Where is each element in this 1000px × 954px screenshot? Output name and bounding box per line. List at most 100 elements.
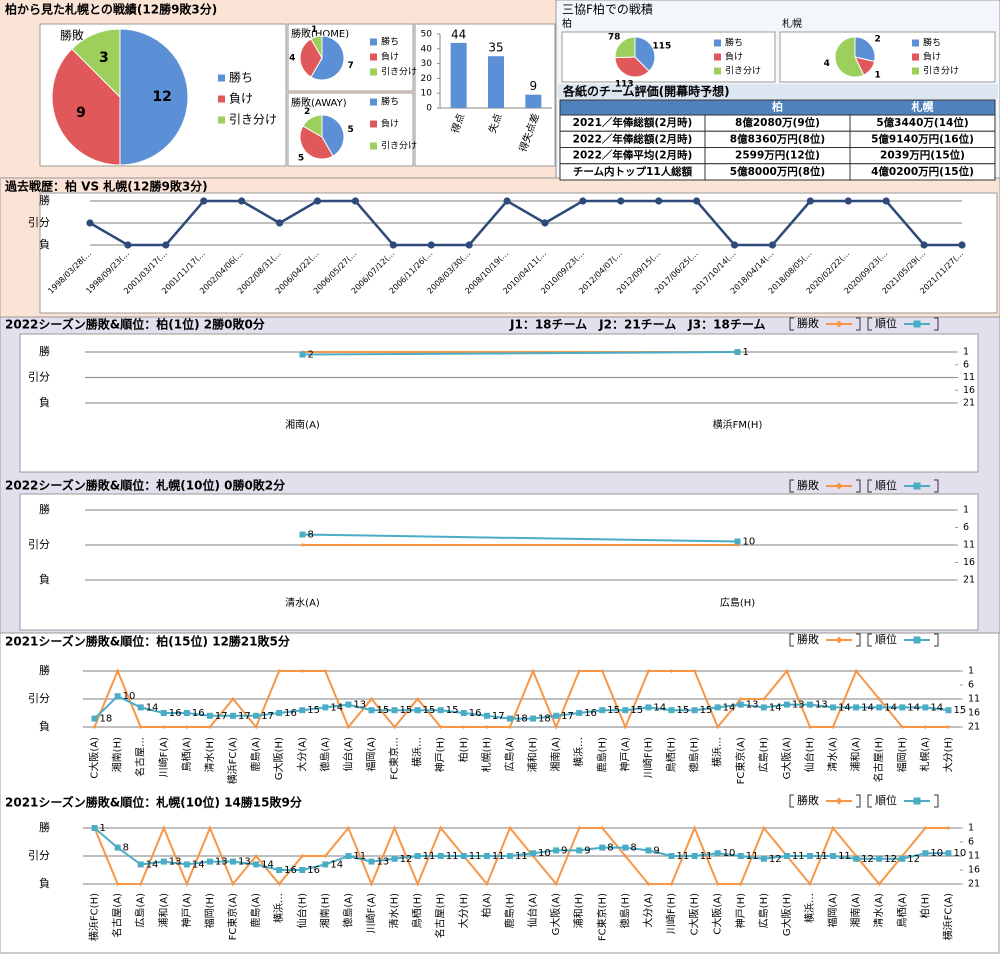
data-label: 11 bbox=[792, 851, 805, 862]
marker bbox=[576, 710, 583, 716]
x-tick-label: 仙台(A) bbox=[526, 893, 539, 928]
marker bbox=[737, 701, 744, 708]
marker bbox=[503, 197, 511, 205]
pie-slice bbox=[614, 36, 636, 59]
marker bbox=[253, 861, 260, 868]
section-title: 三協F柏での戦積 bbox=[562, 2, 653, 17]
pie-label: 2 bbox=[875, 34, 881, 44]
marker bbox=[277, 669, 282, 673]
data-label: 9 bbox=[653, 845, 659, 856]
marker bbox=[86, 219, 94, 227]
data-label: 14 bbox=[861, 702, 874, 713]
marker bbox=[137, 861, 144, 868]
table-header: 柏 bbox=[772, 100, 783, 114]
data-label: 11 bbox=[446, 851, 459, 862]
table-cell bbox=[849, 163, 996, 181]
pie-slice bbox=[71, 28, 121, 99]
data-label: 15 bbox=[700, 705, 713, 716]
marker bbox=[655, 197, 663, 205]
legend-bracket bbox=[789, 317, 794, 331]
data-label: 11 bbox=[815, 851, 828, 862]
marker bbox=[322, 861, 329, 868]
y2-tick-label: 6 bbox=[963, 359, 969, 370]
legend-bracket bbox=[934, 633, 939, 647]
data-label: 18 bbox=[515, 714, 528, 725]
marker bbox=[414, 853, 421, 859]
y-tick-label: 20 bbox=[421, 74, 433, 84]
legend-label: 勝敗 bbox=[797, 632, 819, 646]
x-tick-label: C大阪(H) bbox=[688, 893, 701, 935]
legend-swatch bbox=[714, 67, 721, 75]
marker bbox=[668, 853, 675, 859]
chart-title: 2021シーズン勝敗&順位：柏(15位) 12勝21敗5分 bbox=[5, 634, 290, 649]
pie-title: 勝敗(HOME) bbox=[291, 27, 349, 40]
x-tick-label: 大分(A) bbox=[641, 893, 654, 928]
legend-swatch bbox=[370, 98, 377, 106]
pie-label: 7 bbox=[348, 61, 354, 71]
data-label: 15 bbox=[423, 705, 436, 716]
marker bbox=[600, 826, 605, 830]
x-tick-label: 鳥栖(A) bbox=[180, 737, 193, 772]
marker bbox=[124, 241, 132, 249]
marker bbox=[484, 725, 489, 729]
series-line bbox=[93, 668, 949, 730]
marker bbox=[427, 241, 435, 249]
marker bbox=[807, 725, 812, 729]
pie-label: 78 bbox=[608, 32, 621, 42]
data-label: 15 bbox=[677, 705, 690, 716]
y-tick-label: 負 bbox=[39, 396, 50, 409]
data-label: 11 bbox=[353, 851, 366, 862]
marker bbox=[760, 855, 767, 862]
legend-label: 引き分け bbox=[923, 66, 959, 77]
marker bbox=[206, 858, 213, 865]
x-tick-label: 名古屋(A) bbox=[111, 893, 124, 938]
data-label: 14 bbox=[907, 702, 920, 713]
y-tick-label: 引分 bbox=[28, 691, 50, 705]
data-label: 11 bbox=[469, 851, 482, 862]
y-tick-label: 引分 bbox=[28, 215, 50, 229]
marker bbox=[437, 853, 444, 859]
pie-label: 3 bbox=[99, 50, 109, 66]
panel-bg bbox=[0, 632, 1000, 954]
x-tick-label: 横浜FM(H) bbox=[713, 418, 763, 431]
x-tick-label: 鹿島(H) bbox=[595, 737, 608, 772]
marker bbox=[160, 858, 167, 865]
marker bbox=[923, 826, 928, 830]
data-label: 11 bbox=[515, 851, 528, 862]
data-label: 14 bbox=[261, 859, 274, 870]
data-label: 17 bbox=[492, 711, 505, 722]
marker bbox=[734, 349, 741, 355]
marker bbox=[844, 197, 852, 205]
marker bbox=[207, 826, 212, 830]
pie-title: 柏 bbox=[562, 17, 572, 30]
x-tick-label: 鹿島(H) bbox=[503, 893, 516, 928]
y-tick-label: 負 bbox=[39, 573, 50, 586]
marker bbox=[737, 853, 744, 859]
x-tick-label: 湘南(A) bbox=[549, 737, 562, 772]
data-label: 10 bbox=[538, 848, 551, 859]
marker bbox=[835, 636, 843, 644]
marker bbox=[530, 715, 537, 722]
pie-slice bbox=[634, 36, 656, 72]
marker bbox=[323, 669, 328, 673]
marker bbox=[945, 707, 952, 714]
x-tick-label: 柏(A) bbox=[480, 893, 493, 918]
bar bbox=[488, 56, 504, 108]
table-caption: 各紙のチーム評価(開幕時予想) bbox=[562, 84, 730, 99]
marker bbox=[645, 704, 652, 711]
y2-tick-label: 6 bbox=[968, 837, 974, 848]
marker bbox=[346, 826, 351, 830]
data-label: 17 bbox=[561, 711, 574, 722]
data-label: 14 bbox=[330, 702, 343, 713]
value-label: 44 bbox=[451, 27, 466, 41]
y2-tick-label: 1 bbox=[963, 505, 969, 516]
legend-label: 順位 bbox=[875, 478, 897, 492]
marker bbox=[300, 854, 305, 858]
data-label: 13 bbox=[376, 857, 389, 868]
x-tick-label: 徳島(A) bbox=[318, 737, 331, 772]
data-label: 11 bbox=[492, 851, 505, 862]
marker bbox=[506, 853, 513, 859]
pie-label: 113 bbox=[615, 79, 634, 89]
marker bbox=[715, 725, 720, 729]
chart-title: 2022シーズン勝敗&順位：柏(1位) 2勝0敗0分 bbox=[5, 317, 265, 332]
